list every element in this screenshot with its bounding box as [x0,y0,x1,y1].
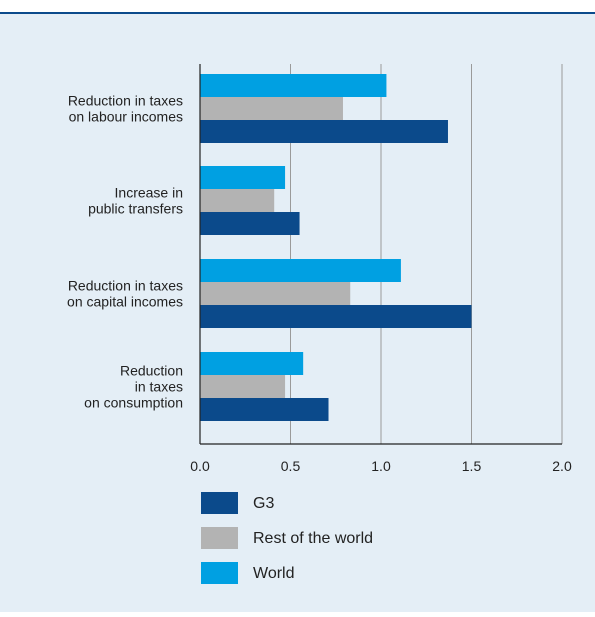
bar-g3-2 [200,305,472,328]
legend-label-rest-of-the-world: Rest of the world [253,530,373,547]
bar-g3-0 [200,120,448,143]
bar-world-3 [200,352,304,375]
x-tick-label-3: 1.5 [462,458,482,474]
bar-world-2 [200,259,401,282]
category-label-2-line-0: Reduction in taxes [68,278,183,294]
x-tick-label-4: 2.0 [552,458,572,474]
legend-swatch-g3 [201,492,238,514]
bar-world-0 [200,74,387,97]
category-label-3-line-0: Reduction [120,363,183,379]
legend-label-g3: G3 [253,495,274,512]
category-label-0-line-0: Reduction in taxes [68,93,183,109]
bar-rest-of-the-world-3 [200,375,286,398]
legend-swatch-rest-of-the-world [201,527,238,549]
category-label-3-line-1: in taxes [135,379,183,395]
legend-swatch-world [201,562,238,584]
x-tick-label-2: 1.0 [371,458,391,474]
category-label-0-line-1: on labour incomes [69,109,183,125]
bar-g3-1 [200,212,300,235]
bar-g3-3 [200,398,329,421]
category-label-3-line-2: on consumption [84,395,183,411]
category-label-2-line-1: on capital incomes [67,294,183,310]
bar-rest-of-the-world-2 [200,282,351,305]
bar-world-1 [200,166,286,189]
bar-rest-of-the-world-0 [200,97,343,120]
x-tick-label-0: 0.0 [190,458,210,474]
chart-panel: Reduction in taxes on labour incomes Incre… [0,12,595,612]
category-label-1-line-1: public transfers [88,201,183,217]
bar-rest-of-the-world-1 [200,189,275,212]
category-label-1-line-0: Increase in [115,185,183,201]
legend-label-world: World [253,565,295,582]
x-tick-label-1: 0.5 [281,458,301,474]
